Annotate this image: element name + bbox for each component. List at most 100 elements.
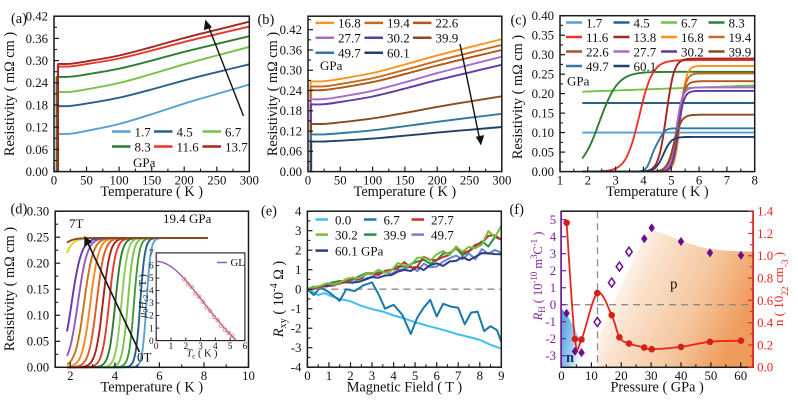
svg-text:19.4 GPa: 19.4 GPa bbox=[163, 211, 212, 226]
svg-text:0.30: 0.30 bbox=[280, 64, 302, 78]
svg-text:RH ( 10-10 m3C-1 ): RH ( 10-10 m3C-1 ) bbox=[529, 232, 547, 322]
svg-text:0.0: 0.0 bbox=[335, 212, 351, 227]
svg-text:10: 10 bbox=[585, 369, 598, 383]
svg-text:5: 5 bbox=[668, 173, 674, 187]
svg-text:0: 0 bbox=[550, 298, 556, 312]
svg-text:(e): (e) bbox=[261, 204, 277, 220]
svg-text:60.1: 60.1 bbox=[387, 46, 410, 61]
svg-text:0.8: 0.8 bbox=[757, 272, 773, 286]
svg-text:4: 4 bbox=[390, 369, 397, 383]
svg-text:3: 3 bbox=[295, 224, 301, 238]
svg-text:1: 1 bbox=[550, 281, 556, 295]
svg-text:4: 4 bbox=[295, 205, 302, 219]
svg-text:7: 7 bbox=[724, 173, 731, 187]
svg-text:2: 2 bbox=[550, 264, 556, 278]
svg-text:0.10: 0.10 bbox=[532, 126, 554, 140]
svg-text:39.9: 39.9 bbox=[436, 31, 459, 46]
svg-text:0.4: 0.4 bbox=[757, 316, 774, 330]
svg-text:Resistivity ( mΩ cm ): Resistivity ( mΩ cm ) bbox=[510, 35, 526, 159]
svg-text:16.8: 16.8 bbox=[338, 16, 361, 31]
svg-text:Rxy ( 10-4 Ω ): Rxy ( 10-4 Ω ) bbox=[269, 261, 289, 339]
svg-text:13.7: 13.7 bbox=[225, 139, 248, 154]
svg-text:-1: -1 bbox=[291, 302, 302, 316]
svg-text:50: 50 bbox=[334, 173, 347, 187]
svg-text:6.7: 6.7 bbox=[225, 124, 242, 139]
svg-text:2: 2 bbox=[347, 369, 353, 383]
svg-text:30.2: 30.2 bbox=[681, 44, 704, 59]
svg-text:0T: 0T bbox=[137, 350, 152, 365]
svg-text:0: 0 bbox=[305, 173, 311, 187]
svg-text:3: 3 bbox=[369, 369, 375, 383]
svg-text:50: 50 bbox=[80, 173, 93, 187]
svg-text:2: 2 bbox=[183, 342, 188, 352]
svg-text:30.2: 30.2 bbox=[387, 31, 410, 46]
svg-text:200: 200 bbox=[175, 173, 194, 187]
svg-text:39.9: 39.9 bbox=[384, 227, 407, 242]
svg-text:Resistivity ( mΩ cm ): Resistivity ( mΩ cm ) bbox=[2, 32, 18, 156]
svg-text:8: 8 bbox=[477, 369, 483, 383]
svg-text:4: 4 bbox=[213, 342, 218, 352]
svg-text:-1: -1 bbox=[545, 315, 556, 329]
svg-text:150: 150 bbox=[395, 173, 414, 187]
svg-text:49.7: 49.7 bbox=[586, 59, 609, 74]
svg-text:6.7: 6.7 bbox=[384, 212, 401, 227]
svg-text:4: 4 bbox=[112, 369, 119, 383]
svg-text:Temperature ( K ): Temperature ( K ) bbox=[354, 184, 457, 200]
svg-text:7: 7 bbox=[149, 249, 154, 259]
svg-text:300: 300 bbox=[492, 173, 511, 187]
svg-text:1: 1 bbox=[557, 173, 563, 187]
svg-text:Temperature ( K ): Temperature ( K ) bbox=[100, 380, 203, 396]
svg-text:0.00: 0.00 bbox=[26, 165, 48, 179]
svg-text:0.6: 0.6 bbox=[757, 294, 774, 308]
svg-text:0: 0 bbox=[304, 369, 310, 383]
svg-text:(d): (d) bbox=[11, 202, 28, 218]
svg-text:2: 2 bbox=[295, 244, 301, 258]
svg-text:27.7: 27.7 bbox=[431, 212, 454, 227]
svg-text:0: 0 bbox=[154, 342, 159, 352]
svg-text:μ0Hc2 ( T ): μ0Hc2 ( T ) bbox=[138, 274, 150, 319]
svg-text:2: 2 bbox=[149, 312, 154, 322]
svg-text:30: 30 bbox=[645, 369, 658, 383]
svg-text:4.5: 4.5 bbox=[177, 124, 193, 139]
svg-text:0.42: 0.42 bbox=[26, 10, 48, 24]
svg-text:Temperature ( K ): Temperature ( K ) bbox=[606, 184, 709, 200]
svg-text:-3: -3 bbox=[291, 341, 302, 355]
svg-text:0.2: 0.2 bbox=[757, 338, 773, 352]
svg-text:0.36: 0.36 bbox=[280, 43, 303, 57]
svg-text:0.10: 0.10 bbox=[27, 309, 49, 323]
svg-text:3: 3 bbox=[550, 247, 556, 261]
svg-text:-2: -2 bbox=[291, 322, 302, 336]
svg-text:0.0: 0.0 bbox=[757, 361, 773, 375]
svg-text:50: 50 bbox=[705, 369, 718, 383]
svg-text:0: 0 bbox=[295, 283, 301, 297]
svg-text:GPa: GPa bbox=[320, 58, 343, 73]
svg-text:2: 2 bbox=[585, 173, 591, 187]
svg-text:6.7: 6.7 bbox=[681, 15, 698, 30]
svg-text:Tc ( K ): Tc ( K ) bbox=[186, 348, 217, 360]
svg-text:6: 6 bbox=[149, 262, 154, 272]
svg-text:0.06: 0.06 bbox=[26, 143, 49, 157]
svg-text:60.1: 60.1 bbox=[634, 59, 657, 74]
svg-text:0.05: 0.05 bbox=[27, 335, 49, 349]
svg-text:0.24: 0.24 bbox=[26, 76, 49, 90]
svg-text:16.8: 16.8 bbox=[681, 30, 704, 45]
svg-text:GPa: GPa bbox=[133, 155, 156, 170]
svg-text:0.05: 0.05 bbox=[532, 146, 554, 160]
svg-text:1: 1 bbox=[149, 324, 154, 334]
svg-text:0.25: 0.25 bbox=[27, 231, 49, 245]
svg-text:0.00: 0.00 bbox=[280, 165, 302, 179]
svg-text:8.3: 8.3 bbox=[729, 15, 745, 30]
svg-text:GL: GL bbox=[231, 257, 245, 269]
svg-text:-4: -4 bbox=[291, 361, 302, 375]
svg-text:8: 8 bbox=[201, 369, 207, 383]
svg-text:5: 5 bbox=[149, 274, 154, 284]
svg-text:10: 10 bbox=[242, 369, 255, 383]
svg-text:Pressure ( GPa ): Pressure ( GPa ) bbox=[610, 380, 704, 396]
svg-text:6: 6 bbox=[156, 369, 163, 383]
svg-text:n: n bbox=[566, 350, 574, 366]
svg-text:20: 20 bbox=[615, 369, 628, 383]
svg-text:27.7: 27.7 bbox=[338, 31, 361, 46]
svg-text:3: 3 bbox=[198, 342, 203, 352]
svg-text:11.6: 11.6 bbox=[177, 139, 200, 154]
svg-text:8.3: 8.3 bbox=[135, 139, 151, 154]
